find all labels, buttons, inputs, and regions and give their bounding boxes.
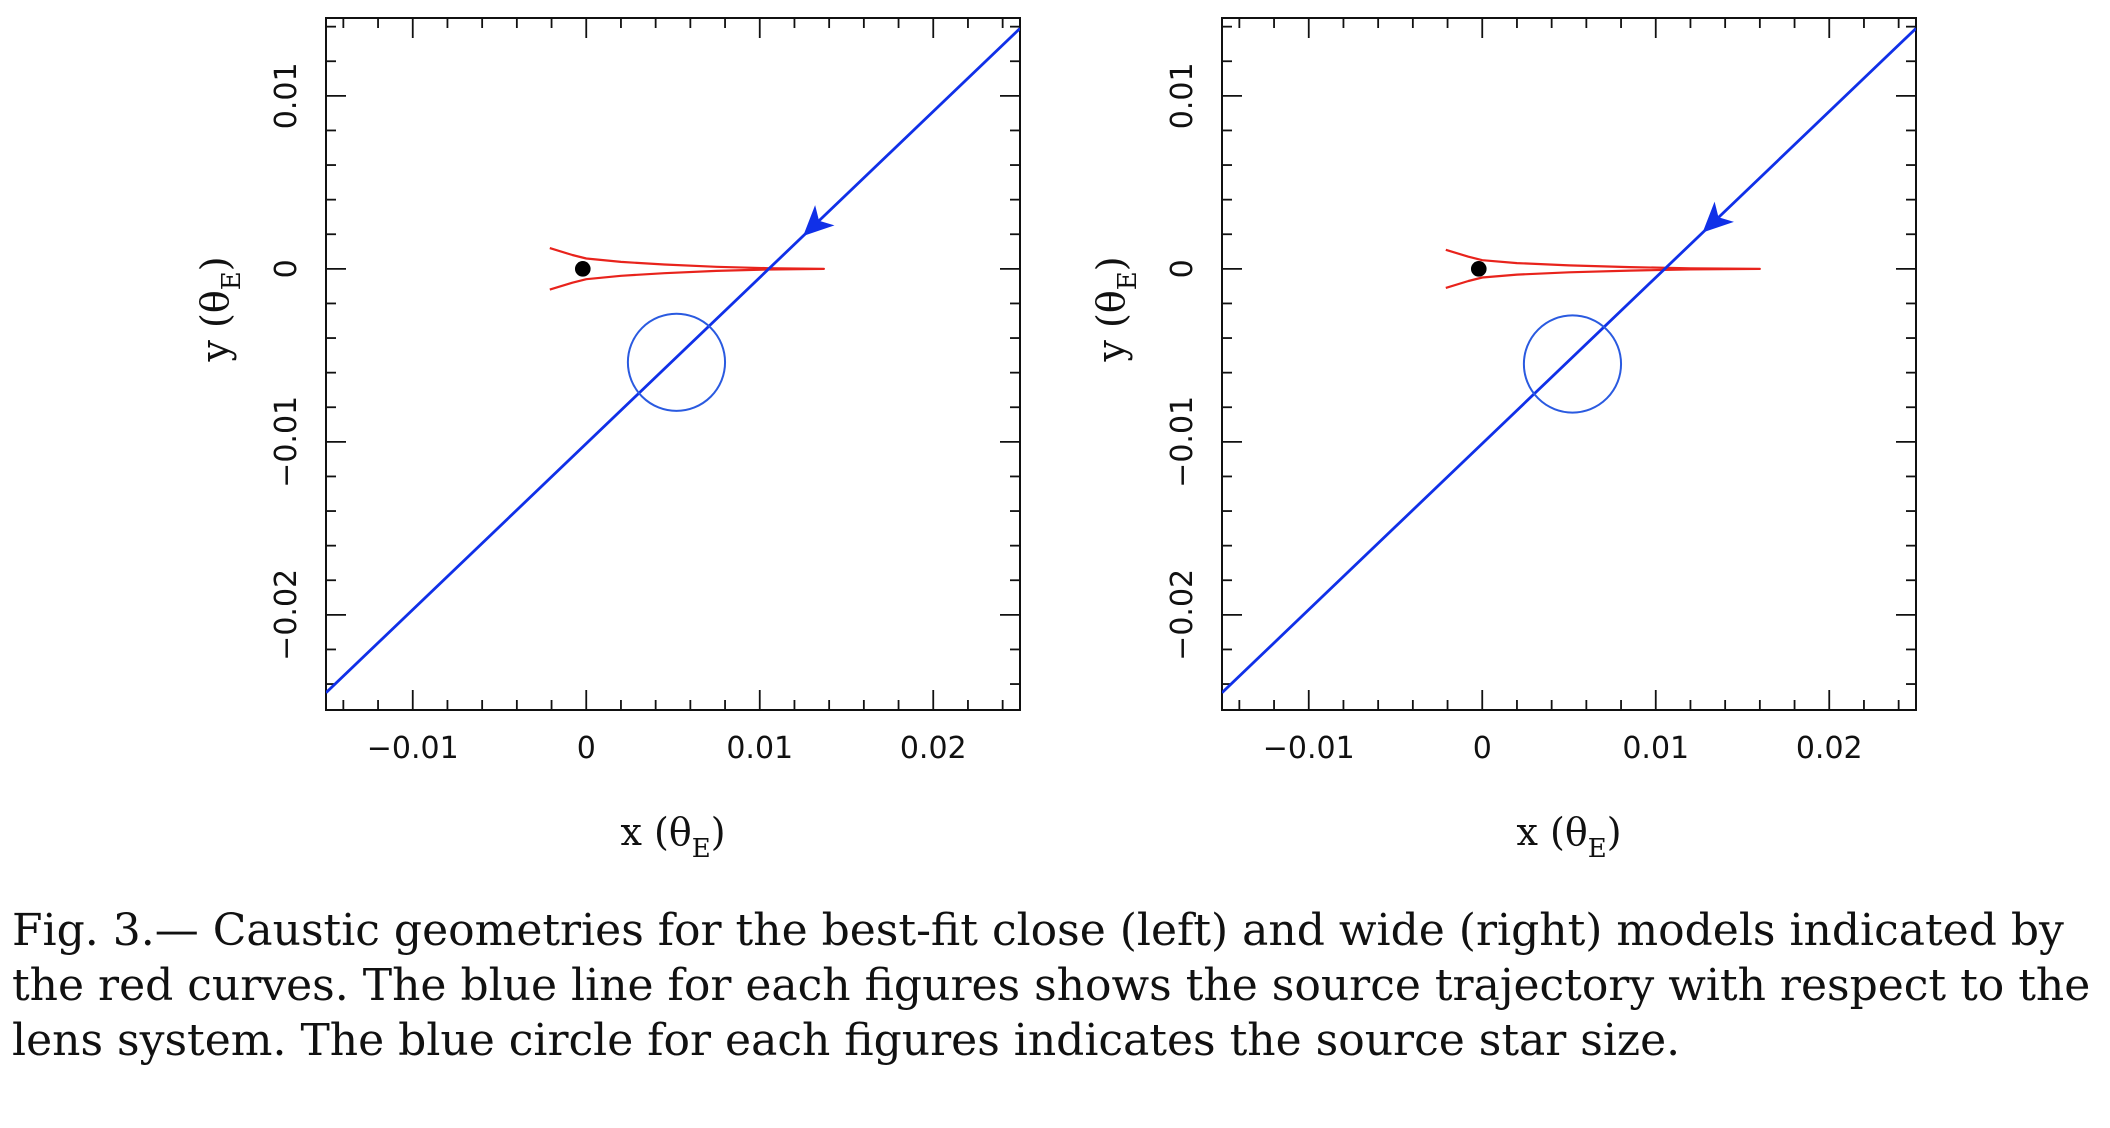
x-tick-label: 0 <box>577 731 596 766</box>
x-tick-label: −0.01 <box>1263 731 1355 766</box>
plot-area <box>326 27 1020 694</box>
figure-caption: Fig. 3.— Caustic geometries for the best… <box>12 905 2091 1066</box>
x-tick-label: 0.01 <box>726 731 793 766</box>
y-axis-label-base: y (θ <box>193 290 237 362</box>
plot-area <box>1222 27 1916 694</box>
plot-frame <box>1221 17 1917 711</box>
source-trajectory-line <box>1222 27 1916 694</box>
x-axis-label-base: x (θ <box>1516 810 1587 854</box>
y-axis-label: y (θE) <box>193 256 247 362</box>
y-axis-label-sub: E <box>1113 271 1143 290</box>
x-tick-label: 0.01 <box>1622 731 1689 766</box>
x-axis-label-sub: E <box>1588 834 1607 864</box>
caustic-curve <box>549 247 826 291</box>
y-tick-label: 0 <box>1165 259 1200 278</box>
x-tick-label: −0.01 <box>367 731 459 766</box>
trajectory-arrow <box>803 205 835 236</box>
y-tick-label: 0 <box>269 259 304 278</box>
source-star-circle <box>1522 314 1623 414</box>
y-tick-label: −0.01 <box>269 396 304 488</box>
x-axis-label-sub: E <box>692 834 711 864</box>
y-axis-label-sub: E <box>217 271 247 290</box>
caustic-curve <box>1445 248 1761 289</box>
y-tick-label: −0.02 <box>269 569 304 661</box>
trajectory-arrow <box>1702 201 1734 233</box>
lens-position-dot <box>574 261 591 277</box>
lens-position-dot <box>1470 261 1487 277</box>
source-trajectory-line <box>326 27 1020 694</box>
x-tick-label: 0.02 <box>900 731 967 766</box>
x-tick-label: 0 <box>1473 731 1492 766</box>
x-axis-label-close: ) <box>711 810 726 854</box>
y-axis-label-base: y (θ <box>1089 290 1133 362</box>
x-tick-label: 0.02 <box>1796 731 1863 766</box>
y-tick-label: 0.01 <box>269 62 304 129</box>
y-axis-label: y (θE) <box>1089 256 1143 362</box>
source-star-circle <box>626 312 727 412</box>
y-axis-label-close: ) <box>193 256 237 271</box>
x-axis-label-close: ) <box>1607 810 1622 854</box>
y-tick-label: −0.01 <box>1165 396 1200 488</box>
x-axis-label: x (θE) <box>1516 810 1621 864</box>
plot-frame <box>325 17 1021 711</box>
x-axis-label-base: x (θ <box>620 810 691 854</box>
y-tick-label: −0.02 <box>1165 569 1200 661</box>
y-tick-label: 0.01 <box>1165 62 1200 129</box>
y-axis-label-close: ) <box>1089 256 1133 271</box>
x-axis-label: x (θE) <box>620 810 725 864</box>
